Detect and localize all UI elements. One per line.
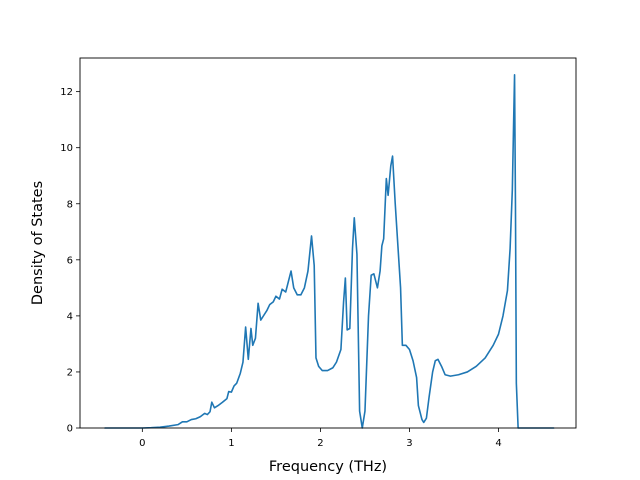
y-tick-label: 8 [67, 199, 73, 210]
x-tick-label: 0 [139, 438, 145, 449]
y-tick-label: 6 [67, 255, 73, 266]
y-tick-label: 10 [60, 143, 73, 154]
dos-series-line [104, 74, 555, 429]
y-tick-label: 0 [67, 424, 73, 435]
plot-frame [79, 57, 577, 429]
x-tick-label: 2 [317, 438, 323, 449]
y-tick-label: 12 [60, 87, 73, 98]
y-axis-label: Density of States [30, 181, 46, 305]
y-tick-label: 2 [67, 367, 73, 378]
x-axis-label: Frequency (THz) [269, 459, 387, 475]
x-tick-label: 1 [228, 438, 234, 449]
x-tick-label: 4 [495, 438, 501, 449]
x-tick-label: 3 [406, 438, 412, 449]
y-tick-label: 4 [67, 311, 73, 322]
